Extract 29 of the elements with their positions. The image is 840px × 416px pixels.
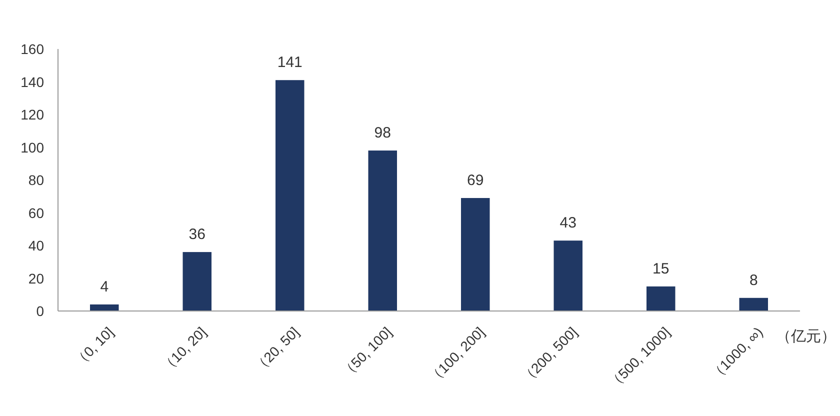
data-label: 36 bbox=[188, 226, 206, 244]
data-label: 98 bbox=[374, 124, 391, 142]
data-label: 4 bbox=[100, 278, 109, 296]
y-tick-label: 100 bbox=[20, 139, 44, 156]
data-label: 141 bbox=[277, 54, 302, 72]
x-tick-label: （20, 50] bbox=[250, 324, 302, 376]
bar bbox=[182, 252, 212, 311]
bar bbox=[461, 198, 490, 311]
y-tick-label: 140 bbox=[20, 74, 44, 90]
data-label: 15 bbox=[652, 260, 670, 278]
bar bbox=[739, 298, 768, 311]
y-tick-label: 80 bbox=[28, 172, 44, 188]
data-label: 8 bbox=[749, 272, 758, 289]
y-tick-label: 0 bbox=[36, 303, 44, 319]
x-tick-label: （10, 20] bbox=[158, 324, 210, 376]
data-label: 69 bbox=[467, 172, 484, 190]
x-tick-label: （0, 10] bbox=[70, 324, 116, 370]
y-tick-label: 160 bbox=[20, 41, 44, 57]
bar bbox=[276, 80, 304, 311]
bar bbox=[554, 240, 582, 311]
y-tick-label: 40 bbox=[28, 238, 44, 254]
data-label: 43 bbox=[560, 214, 576, 232]
bar bbox=[646, 286, 676, 311]
y-tick-label: 60 bbox=[28, 204, 44, 221]
bar bbox=[90, 304, 119, 311]
bar bbox=[368, 150, 397, 311]
x-axis-title: （亿元） bbox=[776, 328, 836, 345]
y-tick-label: 20 bbox=[28, 270, 44, 286]
y-tick-label: 120 bbox=[20, 106, 44, 122]
